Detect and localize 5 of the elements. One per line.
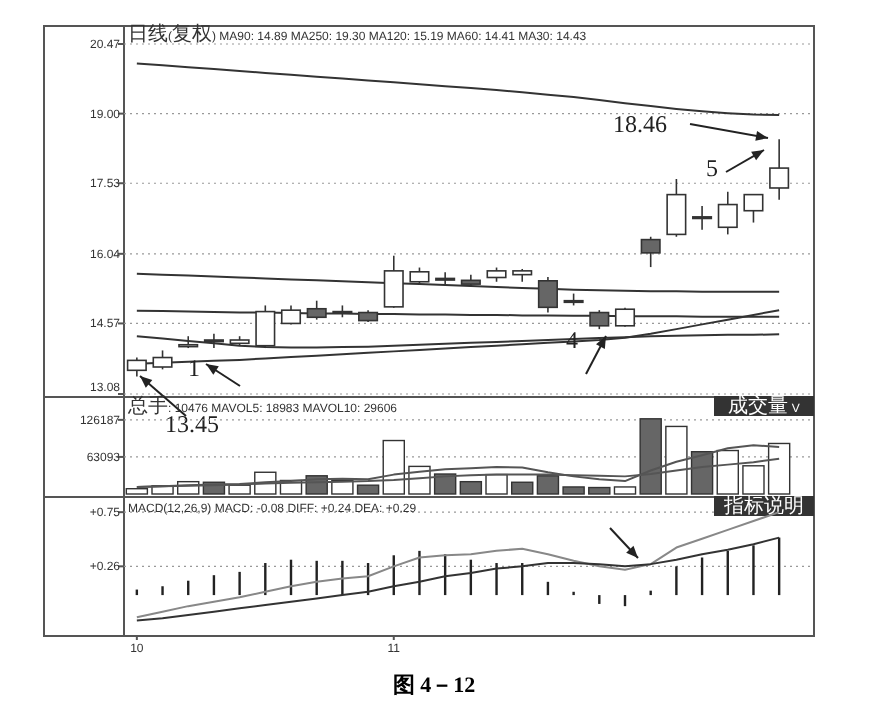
annotation: 1 (188, 354, 200, 382)
caption: 图 4－12 (392, 674, 477, 698)
chart-title: 指标说明 (722, 494, 804, 518)
annotation: 5 (706, 154, 718, 182)
annotation: 18.46 (613, 110, 667, 138)
